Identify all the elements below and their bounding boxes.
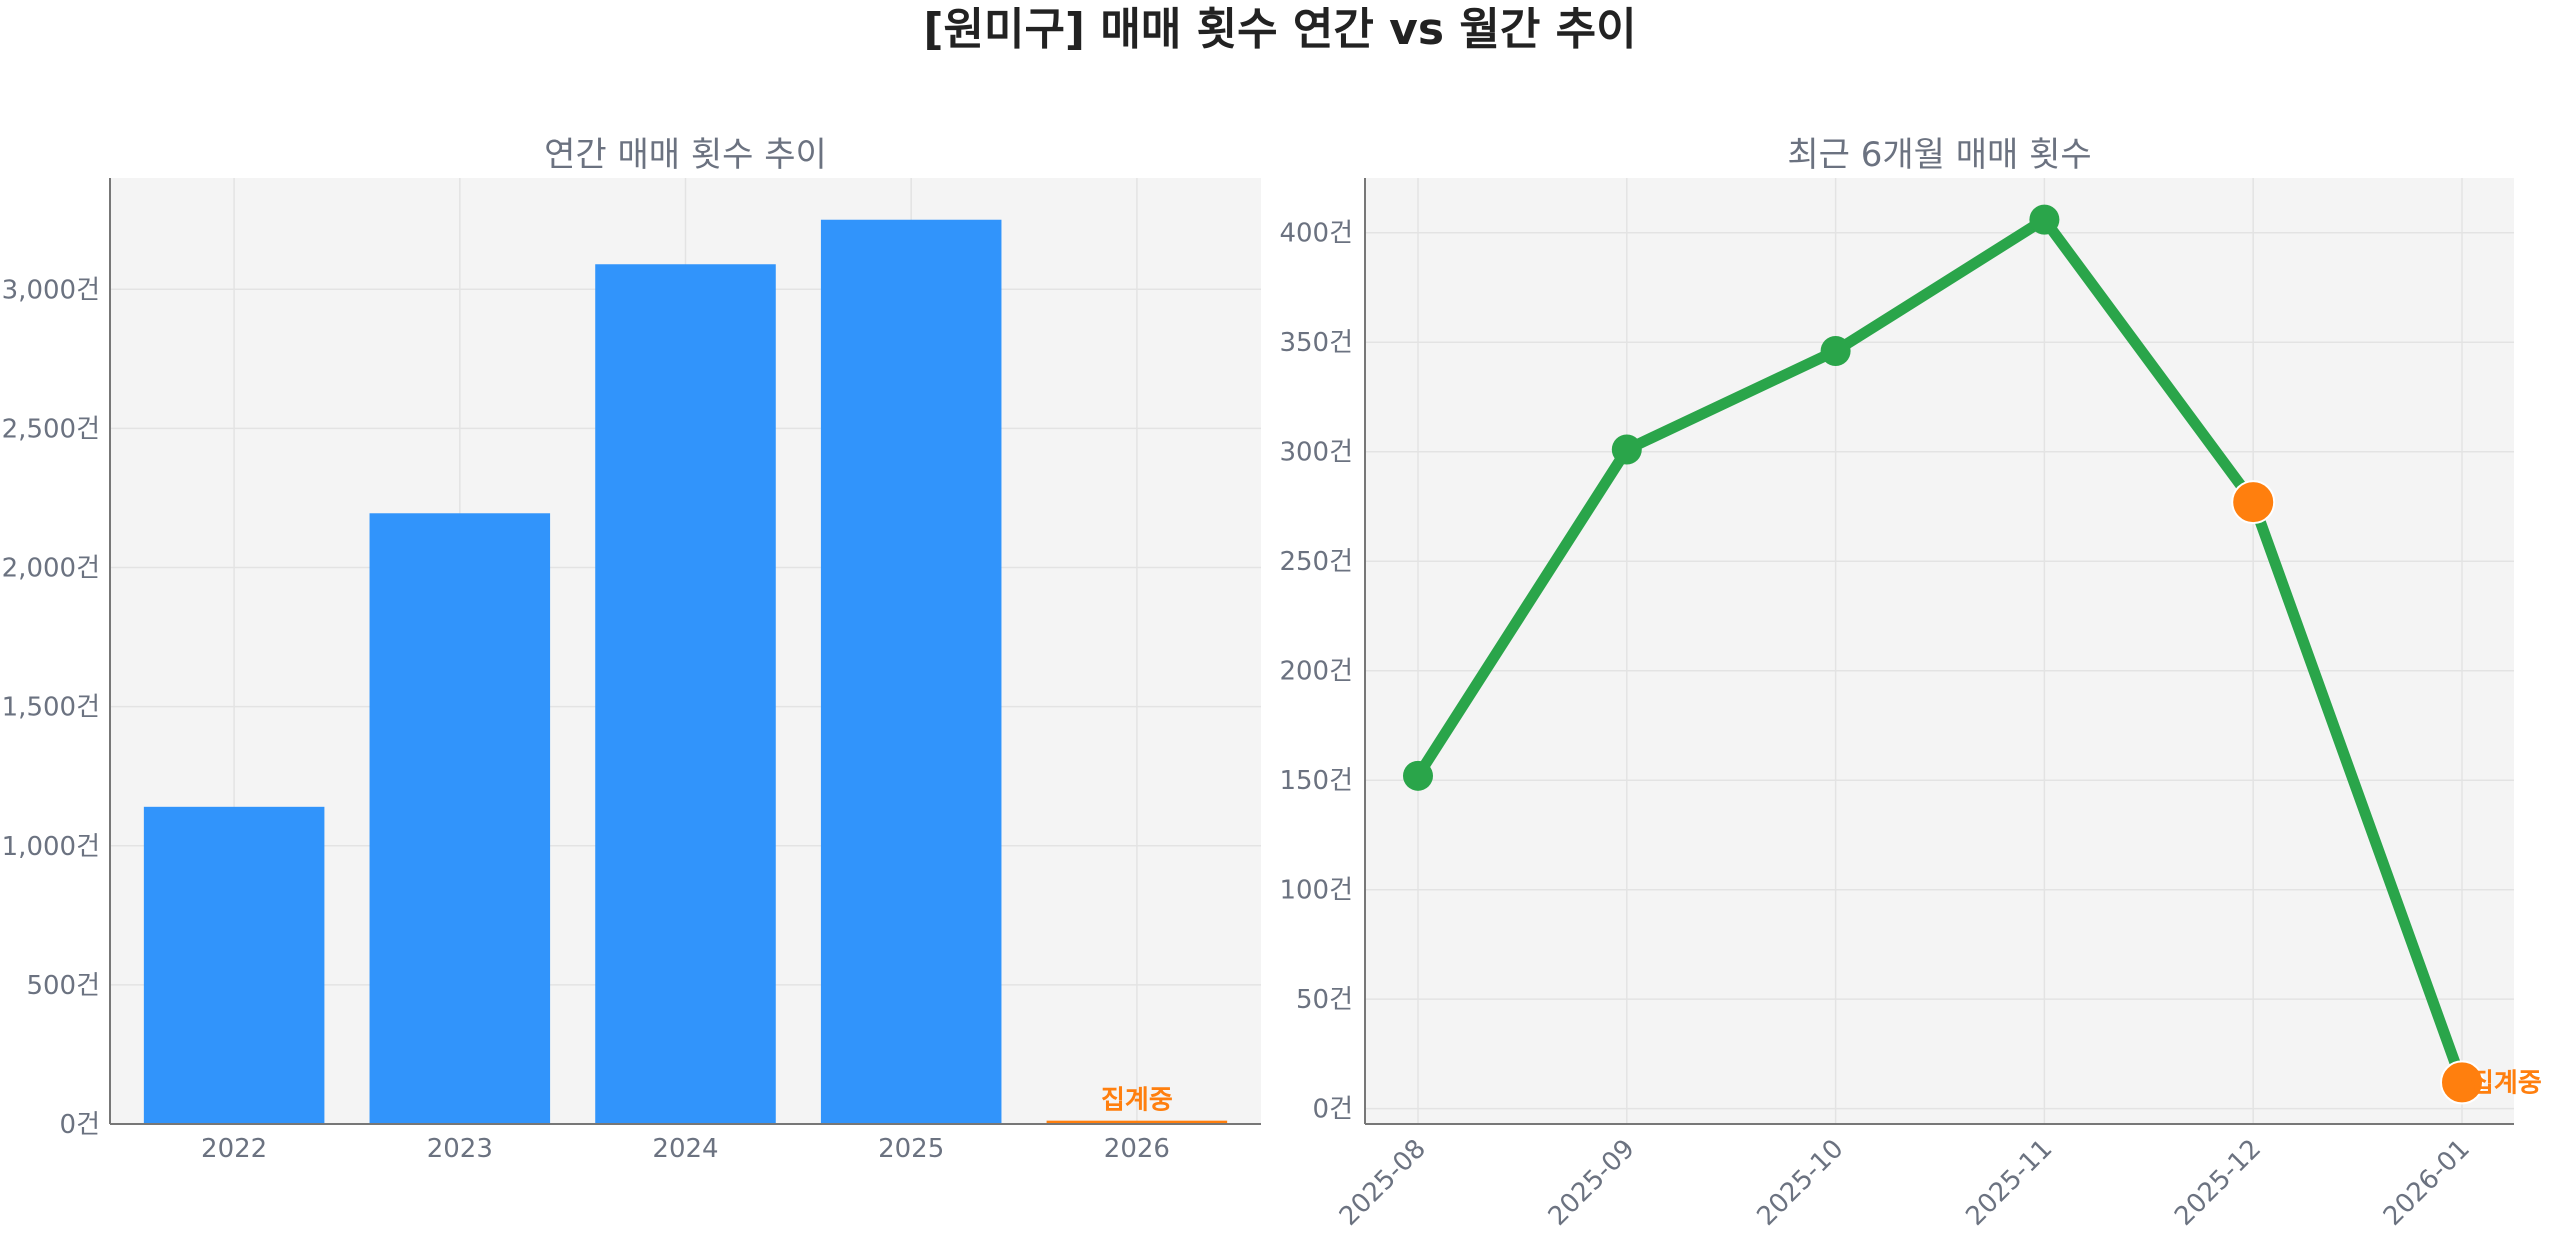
data-point xyxy=(2029,204,2060,235)
x-tick-label: 2024 xyxy=(652,1134,718,1164)
monthly-line-chart: 0건 50건 100건 150건 200건 250건 300건 350건 400건 2025-08… xyxy=(1279,135,2541,1232)
y-tick-label: 1,000건 xyxy=(2,832,100,862)
y-tick-label: 100건 xyxy=(1279,876,1353,906)
x-tick-label: 2025-10 xyxy=(1752,1134,1850,1232)
data-point xyxy=(1403,760,1433,791)
bar xyxy=(595,264,776,1124)
y-tick-label: 0건 xyxy=(1313,1095,1353,1125)
x-tick-label: 2025-12 xyxy=(2169,1134,2267,1232)
x-tick-label: 2025-09 xyxy=(1543,1134,1641,1232)
x-tick-label: 2025 xyxy=(878,1134,944,1164)
x-tick-label: 2023 xyxy=(427,1134,493,1164)
bar xyxy=(143,806,325,1124)
bar xyxy=(820,219,1002,1124)
bar xyxy=(1046,1120,1228,1124)
y-tick-label: 2,500건 xyxy=(2,414,100,444)
annual-bar-chart: 0건 500건 1,000건 1,500건 2,000건 2,500건 3,000건 2022… xyxy=(2,135,1261,1164)
y-tick-label: 3,000건 xyxy=(2,275,100,305)
x-tick-label: 2026-01 xyxy=(2378,1134,2476,1232)
plot-area xyxy=(1365,178,2514,1124)
x-tick-label: 2025-11 xyxy=(1960,1134,2058,1232)
y-tick-label: 200건 xyxy=(1279,657,1353,687)
x-tick-label: 2026 xyxy=(1104,1134,1170,1164)
y-tick-label: 300건 xyxy=(1279,438,1353,468)
y-tick-label: 350건 xyxy=(1279,328,1353,358)
series-line xyxy=(1412,214,2468,1088)
y-tick-label: 2,000건 xyxy=(2,554,100,584)
y-tick-label: 1,500건 xyxy=(2,693,100,723)
y-tick-label: 0건 xyxy=(60,1110,100,1140)
x-tick-label: 2022 xyxy=(201,1134,267,1164)
subplot-title: 연간 매매 횟수 추이 xyxy=(544,135,827,175)
y-tick-label: 400건 xyxy=(1279,219,1353,249)
annotation-label: 집계중 xyxy=(2470,1068,2542,1098)
y-tick-label: 50건 xyxy=(1296,985,1353,1015)
y-tick-label: 250건 xyxy=(1279,547,1353,577)
figure-title: [원미구] 매매 횟수 연간 vs 월간 추이 xyxy=(923,4,1636,55)
highlight-point xyxy=(2231,480,2276,525)
data-point xyxy=(1820,335,1851,366)
x-tick-label: 2025-08 xyxy=(1334,1134,1432,1232)
subplot-title: 최근 6개월 매매 횟수 xyxy=(1787,135,2091,175)
y-tick-label: 150건 xyxy=(1279,766,1353,796)
annotation-label: 집계중 xyxy=(1101,1086,1173,1116)
y-tick-label: 500건 xyxy=(26,971,100,1001)
bar xyxy=(369,513,551,1124)
data-point xyxy=(1611,434,1642,465)
highlight-point xyxy=(2440,1060,2484,1105)
